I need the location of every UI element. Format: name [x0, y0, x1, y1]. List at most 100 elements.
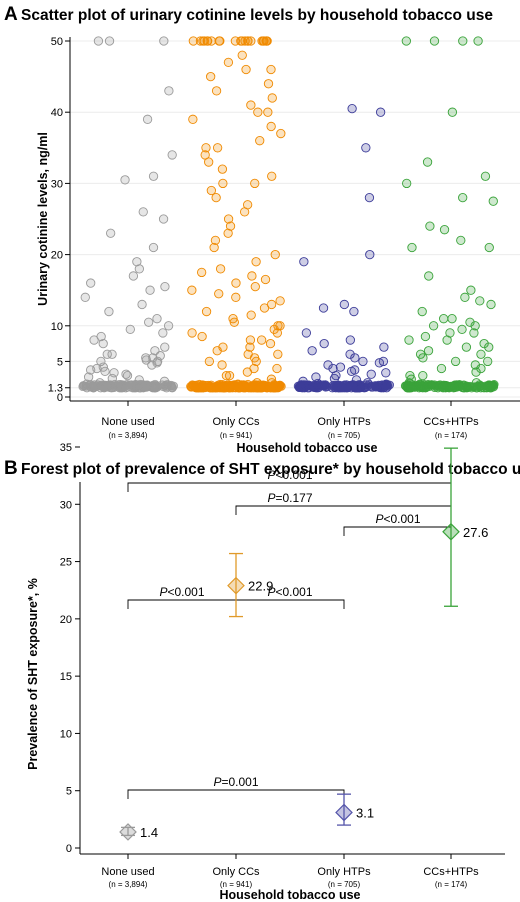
- y-tick-label: 25: [60, 557, 72, 569]
- data-point: [484, 242, 494, 253]
- data-point: [350, 353, 360, 363]
- data-point: [198, 36, 208, 46]
- data-point: [201, 306, 212, 317]
- forest-estimates: 1.4 22.9 3.1 27.6: [119, 447, 488, 841]
- data-point: [224, 383, 234, 393]
- data-point: [245, 335, 256, 345]
- data-point: [121, 369, 131, 379]
- y-tick-label: 5: [66, 786, 72, 798]
- data-point: [191, 383, 201, 393]
- category-n-label: (n = 941): [220, 431, 253, 440]
- comparison-bracket: [127, 599, 237, 609]
- data-point: [209, 242, 219, 253]
- data-point: [223, 57, 234, 68]
- data-point: [479, 338, 489, 349]
- data-point: [345, 349, 355, 359]
- data-point: [418, 370, 428, 381]
- data-point: [241, 64, 251, 75]
- data-point: [311, 383, 321, 393]
- data-point: [404, 383, 414, 393]
- category-label: CCs+HTPs: [423, 416, 479, 428]
- data-point: [80, 292, 90, 302]
- forest-x-axis-label: Household tobacco use: [220, 888, 361, 902]
- data-point: [107, 349, 117, 359]
- data-point: [256, 335, 267, 345]
- p-value-label: P<0.001: [375, 512, 420, 526]
- data-point: [193, 383, 203, 393]
- data-point: [221, 370, 232, 381]
- p-value-label: P=0.177: [267, 491, 312, 505]
- data-point: [212, 346, 222, 356]
- data-point: [402, 178, 412, 189]
- data-point: [404, 335, 414, 345]
- data-point: [239, 207, 250, 217]
- data-point: [447, 107, 458, 117]
- data-point: [204, 356, 215, 367]
- scatter-points: [78, 36, 499, 393]
- data-point: [473, 36, 483, 46]
- data-point: [219, 383, 229, 393]
- data-point: [346, 366, 357, 377]
- scatter-axes: [69, 37, 520, 406]
- data-point: [137, 299, 147, 310]
- data-point: [458, 192, 468, 203]
- data-point: [223, 228, 233, 238]
- data-point: [418, 383, 428, 393]
- data-point: [188, 36, 198, 46]
- data-point: [379, 342, 389, 352]
- data-point: [229, 317, 239, 327]
- data-point: [476, 349, 486, 359]
- data-point: [438, 383, 448, 393]
- data-point: [122, 370, 133, 381]
- data-point: [335, 362, 346, 372]
- data-point: [470, 321, 480, 331]
- data-point: [88, 383, 99, 393]
- data-point: [86, 278, 96, 288]
- data-point: [253, 107, 263, 117]
- y-tick-label: 50: [51, 36, 63, 48]
- forest-y-ticks: 0 5 10 15 20 25 30 35: [60, 442, 80, 855]
- data-point: [201, 143, 211, 153]
- data-point: [361, 143, 371, 153]
- y-tick-label: 30: [60, 499, 72, 511]
- data-point: [367, 382, 377, 392]
- data-point: [205, 383, 216, 393]
- data-point: [439, 225, 450, 235]
- data-point: [204, 157, 214, 167]
- data-point: [424, 271, 434, 281]
- category-n-label: (n = 705): [328, 431, 361, 440]
- data-point: [299, 383, 310, 393]
- data-point: [263, 107, 273, 117]
- data-point: [255, 136, 265, 146]
- data-point: [460, 292, 470, 302]
- category-label: Only CCs: [212, 866, 260, 878]
- data-point: [206, 185, 217, 196]
- data-point: [224, 370, 235, 381]
- data-point: [167, 150, 177, 160]
- data-point: [86, 365, 96, 375]
- data-point: [245, 342, 255, 352]
- data-point: [428, 321, 439, 331]
- comparison-bracket: [343, 526, 452, 536]
- data-point: [469, 328, 479, 338]
- data-point: [273, 349, 283, 359]
- data-point: [318, 303, 329, 313]
- data-point: [125, 324, 135, 335]
- p-value-label: P<0.001: [159, 585, 204, 599]
- data-point: [214, 289, 224, 299]
- data-point: [246, 310, 256, 320]
- data-point: [144, 317, 154, 327]
- data-point: [347, 103, 357, 114]
- data-point: [187, 285, 197, 295]
- data-point: [159, 36, 169, 46]
- data-point: [461, 342, 472, 352]
- data-point: [364, 192, 375, 203]
- y-tick-label: 10: [51, 321, 63, 333]
- data-point: [429, 36, 440, 46]
- data-point: [476, 363, 486, 374]
- data-point: [214, 36, 224, 46]
- panel-a-title: Scatter plot of urinary cotinine levels …: [21, 7, 493, 24]
- comparison-bracket: [127, 789, 345, 799]
- data-point: [247, 271, 257, 281]
